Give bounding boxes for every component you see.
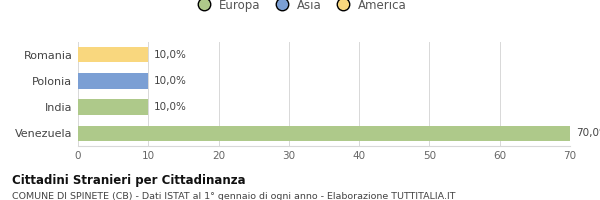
Text: 10,0%: 10,0% [154,76,187,86]
Legend: Europa, Asia, America: Europa, Asia, America [187,0,412,16]
Bar [78,126,570,141]
Text: 10,0%: 10,0% [154,50,187,60]
Bar [78,47,148,62]
Bar [78,73,148,89]
Text: Cittadini Stranieri per Cittadinanza: Cittadini Stranieri per Cittadinanza [12,174,245,187]
Text: COMUNE DI SPINETE (CB) - Dati ISTAT al 1° gennaio di ogni anno - Elaborazione TU: COMUNE DI SPINETE (CB) - Dati ISTAT al 1… [12,192,455,200]
Text: 10,0%: 10,0% [154,102,187,112]
Bar [78,99,148,115]
Text: 70,0%: 70,0% [575,128,600,138]
